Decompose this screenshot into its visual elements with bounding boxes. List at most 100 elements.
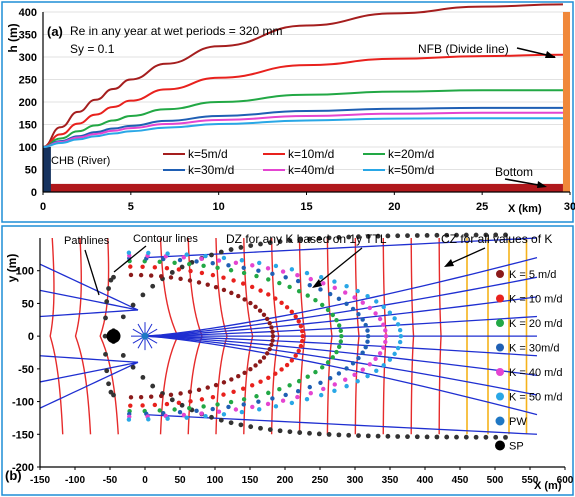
y-tick-label-350: 350 bbox=[19, 30, 37, 42]
bottom-boundary bbox=[43, 183, 563, 192]
x-tick-label--150: -150 bbox=[30, 475, 50, 486]
dz-point-5-16 bbox=[374, 368, 379, 373]
capture-zone-top-19 bbox=[297, 237, 303, 243]
dz-point-0-30 bbox=[248, 300, 253, 306]
dz-point-3-38 bbox=[226, 263, 231, 268]
dz-point-5-27 bbox=[381, 304, 386, 310]
capture-zone-bottom-11 bbox=[218, 417, 224, 423]
dz-zone-K = 20 m/d bbox=[127, 258, 344, 414]
x-tick-label-450: 450 bbox=[452, 475, 469, 486]
capture-zone-bottom-38 bbox=[483, 434, 489, 440]
legend-marker-K = 10 m/d bbox=[496, 294, 504, 303]
dz-point-4-15 bbox=[352, 372, 357, 377]
y-tick-label--200: -200 bbox=[12, 462, 34, 474]
y-tick-label-150: 150 bbox=[19, 120, 37, 132]
capture-zone-top-17 bbox=[277, 239, 283, 244]
capture-zone-top-30 bbox=[405, 233, 410, 239]
y-tick-label-0: 0 bbox=[31, 187, 37, 199]
capture-zone-bottom-1 bbox=[120, 353, 126, 358]
dz-point-1-39 bbox=[188, 268, 193, 274]
dz-point-0-8 bbox=[205, 385, 210, 390]
dz-point-2-21 bbox=[338, 339, 344, 344]
dz-point-2-10 bbox=[266, 390, 271, 396]
dz-point-0-31 bbox=[242, 297, 247, 302]
legend-label-k=10m/d: k=10m/d bbox=[288, 147, 334, 161]
capture-zone-bottom-6 bbox=[169, 397, 175, 403]
dz-point-4-37 bbox=[250, 263, 255, 268]
y-tick-label-50: 50 bbox=[25, 165, 37, 177]
dz-point-1-8 bbox=[221, 392, 226, 397]
capture-zone-top-40 bbox=[503, 232, 508, 238]
dz-point-0-32 bbox=[236, 293, 241, 299]
dz-point-1-10 bbox=[240, 386, 246, 391]
dz-point-4-18 bbox=[373, 356, 378, 362]
dz-point-2-15 bbox=[313, 369, 318, 375]
dz-arrowhead bbox=[312, 279, 322, 288]
dz-point-1-27 bbox=[289, 309, 295, 315]
dz-arrow bbox=[314, 247, 363, 287]
dz-point-5-1 bbox=[146, 417, 151, 422]
pathline-3 bbox=[144, 335, 538, 377]
capture-zone-bottom-13 bbox=[238, 422, 244, 428]
dz-point-2-2 bbox=[157, 408, 162, 413]
dz-point-5-0 bbox=[126, 417, 132, 422]
legend-label-SP: SP bbox=[509, 441, 524, 453]
dz-point-4-21 bbox=[383, 339, 388, 345]
capture-zone-top-21 bbox=[316, 235, 322, 241]
dz-point-4-8 bbox=[265, 401, 271, 407]
dz-point-0-14 bbox=[248, 367, 253, 372]
capture-zone-bottom-23 bbox=[336, 432, 342, 438]
dz-point-5-33 bbox=[318, 274, 324, 280]
panel-b-legend: K = 5 m/d K = 10 m/d K = 20 m/d K = 30m/d K … bbox=[495, 269, 563, 453]
dz-point-1-22 bbox=[300, 333, 305, 339]
legend-marker-PW bbox=[495, 416, 505, 426]
dz-point-1-38 bbox=[199, 270, 205, 276]
x-tick-label-100: 100 bbox=[207, 475, 224, 486]
x-tick-label-0: 0 bbox=[142, 475, 148, 486]
dz-point-4-11 bbox=[308, 390, 313, 396]
dz-point-1-1 bbox=[140, 403, 145, 408]
x-tick-label-250: 250 bbox=[312, 475, 329, 486]
dz-point-4-36 bbox=[265, 266, 271, 271]
capture-zone-top-16 bbox=[267, 240, 273, 246]
capture-zone-bottom-4 bbox=[150, 383, 156, 389]
legend-label-k=20m/d: k=20m/d bbox=[388, 147, 434, 161]
dz-point-1-15 bbox=[279, 367, 284, 372]
dz-point-0-20 bbox=[269, 342, 274, 348]
dz-point-5-24 bbox=[395, 322, 401, 327]
x-tick-label-150: 150 bbox=[242, 475, 259, 486]
pathline-4 bbox=[144, 335, 538, 357]
dz-point-4-5 bbox=[216, 409, 222, 414]
capture-zone-bottom-24 bbox=[346, 432, 352, 438]
legend-label-K = 40 m/d: K = 40 m/d bbox=[509, 367, 563, 379]
dz-point-3-21 bbox=[365, 339, 370, 344]
capture-zone-bottom-27 bbox=[375, 433, 381, 439]
back-pathline-1 bbox=[39, 361, 139, 383]
dz-point-1-44 bbox=[128, 264, 133, 269]
x-tick-label-5: 5 bbox=[128, 201, 134, 213]
dz-point-3-19 bbox=[360, 350, 365, 355]
x-tick-label-300: 300 bbox=[347, 475, 364, 486]
dz-point-3-27 bbox=[350, 306, 356, 312]
dz-point-3-22 bbox=[365, 333, 371, 339]
legend-label-k=40m/d: k=40m/d bbox=[288, 163, 334, 177]
pathline-8 bbox=[144, 276, 538, 337]
dz-point-3-23 bbox=[365, 328, 370, 333]
capture-zone-top-22 bbox=[326, 235, 332, 241]
dz-point-1-33 bbox=[249, 284, 255, 290]
capture-zone-bottom-28 bbox=[385, 433, 391, 439]
dz-point-2-13 bbox=[296, 378, 302, 384]
annotation-contour-lines: Contour lines bbox=[133, 233, 198, 245]
capture-zone-top-2 bbox=[130, 302, 136, 308]
dz-point-3-18 bbox=[356, 355, 361, 361]
panel-a: 0 50 100 150 200 250 300 350 400 0 5 10 15 20 25 30 (a)… bbox=[1, 1, 575, 223]
y-tick-label--100: -100 bbox=[12, 397, 34, 409]
capture-zone-top-4 bbox=[150, 283, 156, 289]
dz-point-3-4 bbox=[194, 408, 199, 414]
dz-point-2-33 bbox=[277, 280, 282, 286]
dz-point-3-41 bbox=[177, 257, 183, 263]
capture-zone-top-25 bbox=[356, 234, 361, 240]
dz-point-2-4 bbox=[187, 405, 192, 411]
dz-point-3-6 bbox=[226, 404, 231, 410]
